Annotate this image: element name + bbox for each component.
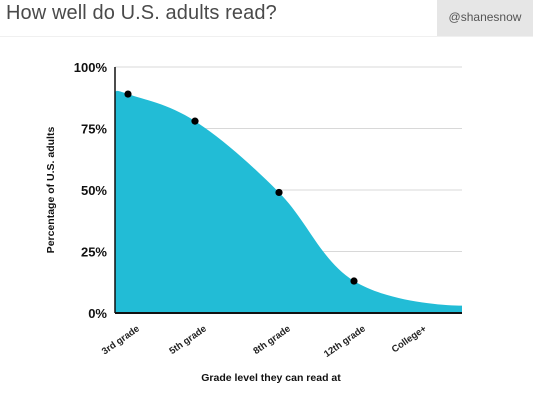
data-points xyxy=(124,90,358,285)
header-divider xyxy=(0,36,533,37)
y-tick-label: 0% xyxy=(88,306,107,321)
data-point xyxy=(350,277,358,285)
y-tick-label: 75% xyxy=(81,122,107,137)
x-tick-labels: 3rd grade 5th grade 8th grade 12th grade Col… xyxy=(100,323,429,360)
y-tick-label: 25% xyxy=(81,245,107,260)
x-tick-label: 8th grade xyxy=(251,323,292,357)
header: How well do U.S. adults read? @shanesnow xyxy=(0,0,533,36)
y-tick-label: 100% xyxy=(74,60,108,75)
x-tick-label: College+ xyxy=(390,323,429,355)
page-title: How well do U.S. adults read? xyxy=(6,2,277,24)
data-point xyxy=(191,117,199,125)
area-series xyxy=(115,90,462,313)
handle-badge: @shanesnow xyxy=(437,0,533,36)
x-tick-label: 12th grade xyxy=(322,323,368,360)
author-handle: @shanesnow xyxy=(448,10,522,24)
x-tick-label: 3rd grade xyxy=(100,323,142,357)
y-tick-label: 50% xyxy=(81,183,107,198)
x-tick-label: 5th grade xyxy=(167,323,208,357)
data-point xyxy=(275,188,283,197)
data-point xyxy=(124,90,132,98)
chart-axes xyxy=(114,67,462,314)
y-tick-labels: 0% 25% 50% 75% 100% xyxy=(74,60,108,321)
x-axis-label: Grade level they can read at xyxy=(201,372,341,384)
y-axis-label: Percentage of U.S. adults xyxy=(45,127,57,254)
